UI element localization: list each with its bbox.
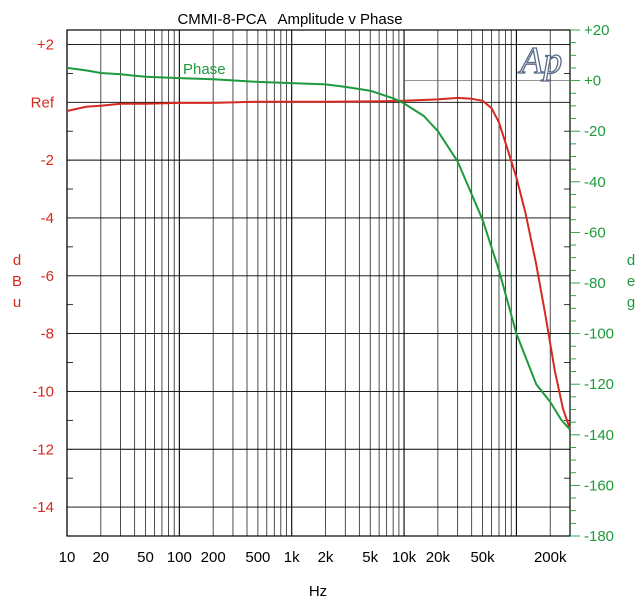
y-left-tick-labels: +2 Ref -2 -4 -6 -8 -10 -12 -14 [31, 36, 55, 516]
phase-series-line [66, 66, 571, 431]
x-tick-label: 500 [245, 549, 270, 566]
y-left-label-char: B [12, 273, 22, 290]
y-right-tick-label: -20 [584, 123, 606, 140]
y-left-tick-label: -12 [32, 441, 54, 458]
y-right-tick-label: -160 [584, 477, 614, 494]
x-tick-label: 10 [59, 549, 76, 566]
plot-frame [66, 29, 571, 537]
y-left-tick-label: -8 [41, 326, 54, 343]
y-left-label-char: d [13, 252, 21, 269]
y-left-tick-label: -14 [32, 499, 54, 516]
y-left-tick-label: -4 [41, 210, 54, 227]
y-right-tick-labels: +20 +0 -20 -40 -60 -80 -100 -120 -140 -160 -180 [584, 22, 614, 545]
grid-minor [67, 30, 571, 537]
x-tick-labels: 10 20 50 100 200 500 1k 2k 5k 10k 20k 50k 200k [59, 549, 567, 566]
y-left-tick-label: +2 [37, 36, 54, 53]
right-axis-ticks [404, 29, 580, 537]
phase-series-label: Phase [183, 61, 226, 78]
y-right-tick-label: -120 [584, 376, 614, 393]
x-tick-label: 2k [318, 549, 334, 566]
y-left-tick-label: -10 [32, 383, 54, 400]
x-tick-label: 20k [426, 549, 451, 566]
chart-title: CMMI-8-PCA Amplitude v Phase [177, 11, 402, 28]
y-right-tick-label: +20 [584, 22, 609, 39]
x-tick-label: 50k [470, 549, 495, 566]
y-right-tick-label: -60 [584, 224, 606, 241]
x-tick-label: 20 [92, 549, 109, 566]
y-left-tick-label: -6 [41, 268, 54, 285]
x-tick-label: 200k [534, 549, 567, 566]
grid-major [66, 30, 570, 536]
y-right-tick-label: -180 [584, 528, 614, 545]
y-right-label-char: g [627, 294, 635, 311]
y-right-axis-label: deg [627, 252, 635, 311]
y-right-tick-label: -100 [584, 326, 614, 343]
y-right-tick-label: -80 [584, 275, 606, 292]
x-tick-label: 50 [137, 549, 154, 566]
x-tick-label: 100 [167, 549, 192, 566]
x-tick-label: 10k [392, 549, 417, 566]
x-axis-label: Hz [309, 583, 327, 600]
y-right-label-char: e [627, 273, 635, 290]
y-left-axis-label: dBu [12, 252, 22, 311]
y-left-tick-label: Ref [31, 94, 55, 111]
ap-logo-mark: Ap [517, 40, 562, 82]
y-right-label-char: d [627, 252, 635, 269]
series-layer [66, 66, 571, 431]
x-tick-label: 1k [284, 549, 300, 566]
y-right-tick-label: +0 [584, 73, 601, 90]
x-tick-label: 5k [362, 549, 378, 566]
x-tick-label: 200 [201, 549, 226, 566]
ap-logo: Ap [516, 39, 563, 82]
y-left-tick-label: -2 [41, 152, 54, 169]
amplitude-series-line [66, 96, 571, 430]
y-right-tick-label: -40 [584, 174, 606, 191]
y-right-tick-label: -140 [584, 427, 614, 444]
y-left-label-char: u [13, 294, 21, 311]
